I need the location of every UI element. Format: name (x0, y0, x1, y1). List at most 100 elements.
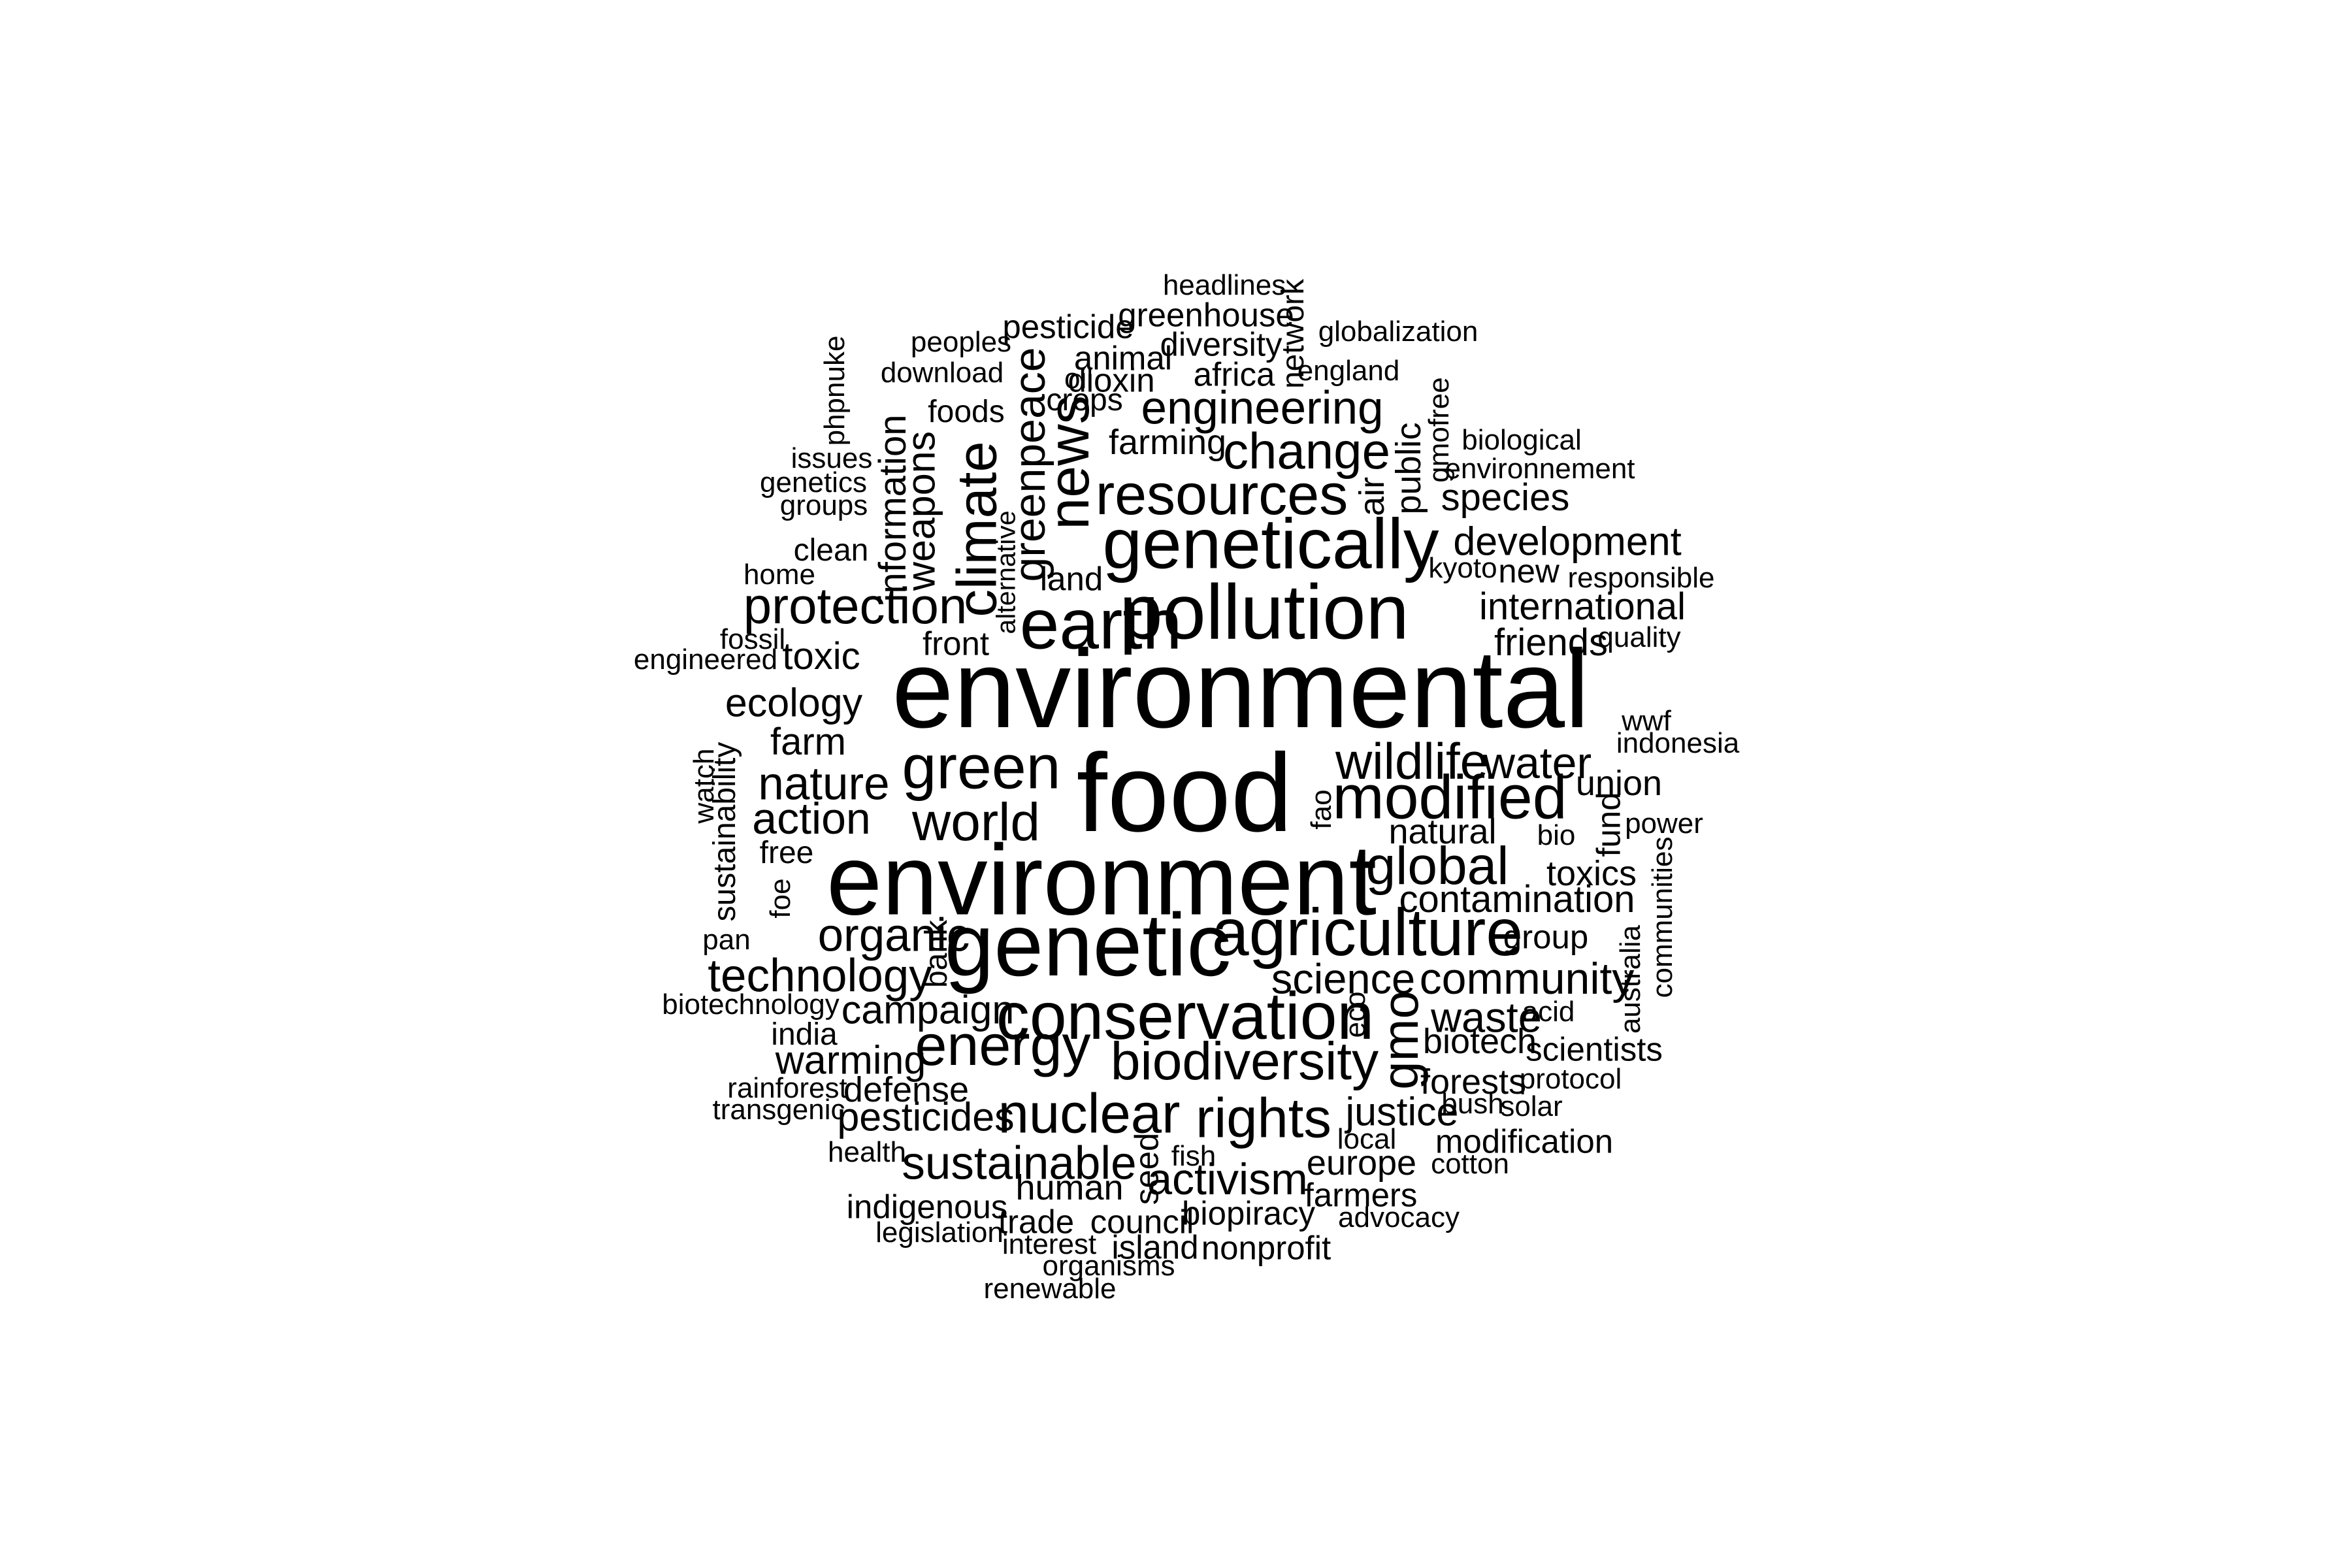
word-organisms: organisms (1042, 1250, 1175, 1282)
word-eco: eco (1339, 991, 1371, 1038)
word-sustainable: sustainable (902, 1137, 1137, 1190)
word-europe: europe (1306, 1143, 1417, 1183)
word-india: india (771, 1017, 838, 1052)
word-genetic: genetic (944, 895, 1232, 994)
word-farming: farming (1108, 423, 1227, 462)
word-toxic: toxic (782, 635, 860, 678)
word-biotechnology: biotechnology (662, 988, 840, 1021)
word-energy: energy (915, 1013, 1091, 1077)
word-technology: technology (708, 950, 932, 1002)
word-seed: seed (1128, 1132, 1166, 1205)
word-local: local (1337, 1123, 1397, 1155)
word-international: international (1479, 585, 1686, 628)
word-crops: crops (1046, 383, 1123, 417)
word-groups: groups (779, 489, 868, 521)
word-scientists: scientists (1526, 1030, 1663, 1068)
word-council: council (1090, 1203, 1194, 1241)
word-foods: foods (928, 395, 1005, 429)
word-engineering: engineering (1141, 382, 1384, 434)
word-defense: defense (843, 1070, 970, 1109)
word-download: download (880, 357, 1004, 389)
word-health: health (828, 1136, 906, 1168)
word-bank: bank (919, 919, 954, 988)
word-peoples: peoples (910, 326, 1012, 358)
word-biotech: biotech (1422, 1022, 1537, 1061)
word-ecology: ecology (725, 680, 863, 725)
word-biopiracy: biopiracy (1181, 1194, 1316, 1232)
word-legislation: legislation (875, 1217, 1004, 1249)
word-bio: bio (1537, 819, 1576, 851)
word-clean: clean (793, 533, 869, 568)
word-indonesia: indonesia (1616, 727, 1740, 759)
word-waste: waste (1431, 993, 1542, 1041)
word-headlines: headlines (1162, 269, 1286, 301)
word-resources: resources (1095, 462, 1348, 527)
word-bush: bush (1441, 1088, 1504, 1120)
word-biodiversity: biodiversity (1110, 1032, 1379, 1091)
word-earth: earth (1019, 584, 1183, 664)
word-activism: activism (1147, 1154, 1308, 1204)
word-toxics: toxics (1546, 854, 1637, 893)
word-free: free (759, 836, 814, 870)
word-conservation: conservation (996, 979, 1375, 1053)
word-protocol: protocol (1519, 1063, 1622, 1095)
word-phpnuke: phpnuke (819, 335, 851, 446)
word-communities: communities (1646, 836, 1678, 998)
word-campaign: campaign (841, 987, 1015, 1032)
word-transgenic: transgenic (712, 1094, 845, 1126)
word-cotton: cotton (1431, 1148, 1509, 1180)
word-fish: fish (1171, 1140, 1217, 1172)
word-alternative: alternative (990, 510, 1021, 634)
word-island: island (1111, 1228, 1199, 1266)
word-organic: organic (817, 909, 970, 962)
word-natural: natural (1388, 812, 1497, 851)
word-group: group (1503, 918, 1589, 956)
word-justice: justice (1345, 1089, 1459, 1134)
word-environnement: environnement (1445, 453, 1635, 485)
word-greenhouse: greenhouse (1118, 296, 1294, 334)
word-friends: friends (1494, 621, 1609, 664)
word-responsible: responsible (1567, 562, 1715, 594)
word-advocacy: advocacy (1338, 1201, 1460, 1233)
word-warming: warming (775, 1037, 926, 1083)
word-foe: foe (764, 878, 796, 919)
word-environment: environment (826, 824, 1377, 936)
word-rainforest: rainforest (727, 1072, 847, 1104)
word-development: development (1453, 519, 1682, 564)
word-change: change (1223, 422, 1390, 480)
word-union: union (1575, 764, 1663, 803)
word-public: public (1389, 422, 1428, 515)
word-renewable: renewable (983, 1273, 1117, 1305)
word-world: world (912, 792, 1040, 852)
word-australia: australia (1614, 924, 1646, 1034)
word-information: information (872, 414, 914, 602)
word-engineered: engineered (633, 644, 778, 676)
word-species: species (1441, 476, 1570, 519)
word-modification: modification (1435, 1122, 1614, 1160)
word-solar: solar (1500, 1090, 1563, 1122)
word-farmers: farmers (1304, 1176, 1418, 1214)
word-agriculture: agriculture (1211, 895, 1524, 970)
word-nuclear: nuclear (998, 1083, 1181, 1145)
word-oil: oil (1064, 363, 1094, 395)
word-nonprofit: nonprofit (1201, 1229, 1331, 1267)
word-globalization: globalization (1318, 316, 1478, 348)
word-africa: africa (1193, 355, 1275, 393)
word-water: water (1482, 738, 1592, 788)
word-food: food (1076, 731, 1293, 855)
word-global: global (1365, 836, 1509, 896)
word-fund: fund (1590, 792, 1627, 857)
word-science: science (1271, 955, 1416, 1003)
word-diversity: diversity (1160, 325, 1282, 363)
word-england: england (1297, 355, 1400, 387)
word-home: home (743, 559, 816, 591)
word-nature: nature (758, 758, 890, 810)
word-pan: pan (702, 924, 751, 956)
word-wwf: wwf (1622, 705, 1671, 737)
word-green: green (902, 732, 1061, 802)
word-pollution: pollution (1119, 568, 1409, 656)
word-power: power (1625, 808, 1703, 840)
word-forests: forests (1420, 1062, 1527, 1102)
word-interest: interest (1002, 1228, 1097, 1260)
